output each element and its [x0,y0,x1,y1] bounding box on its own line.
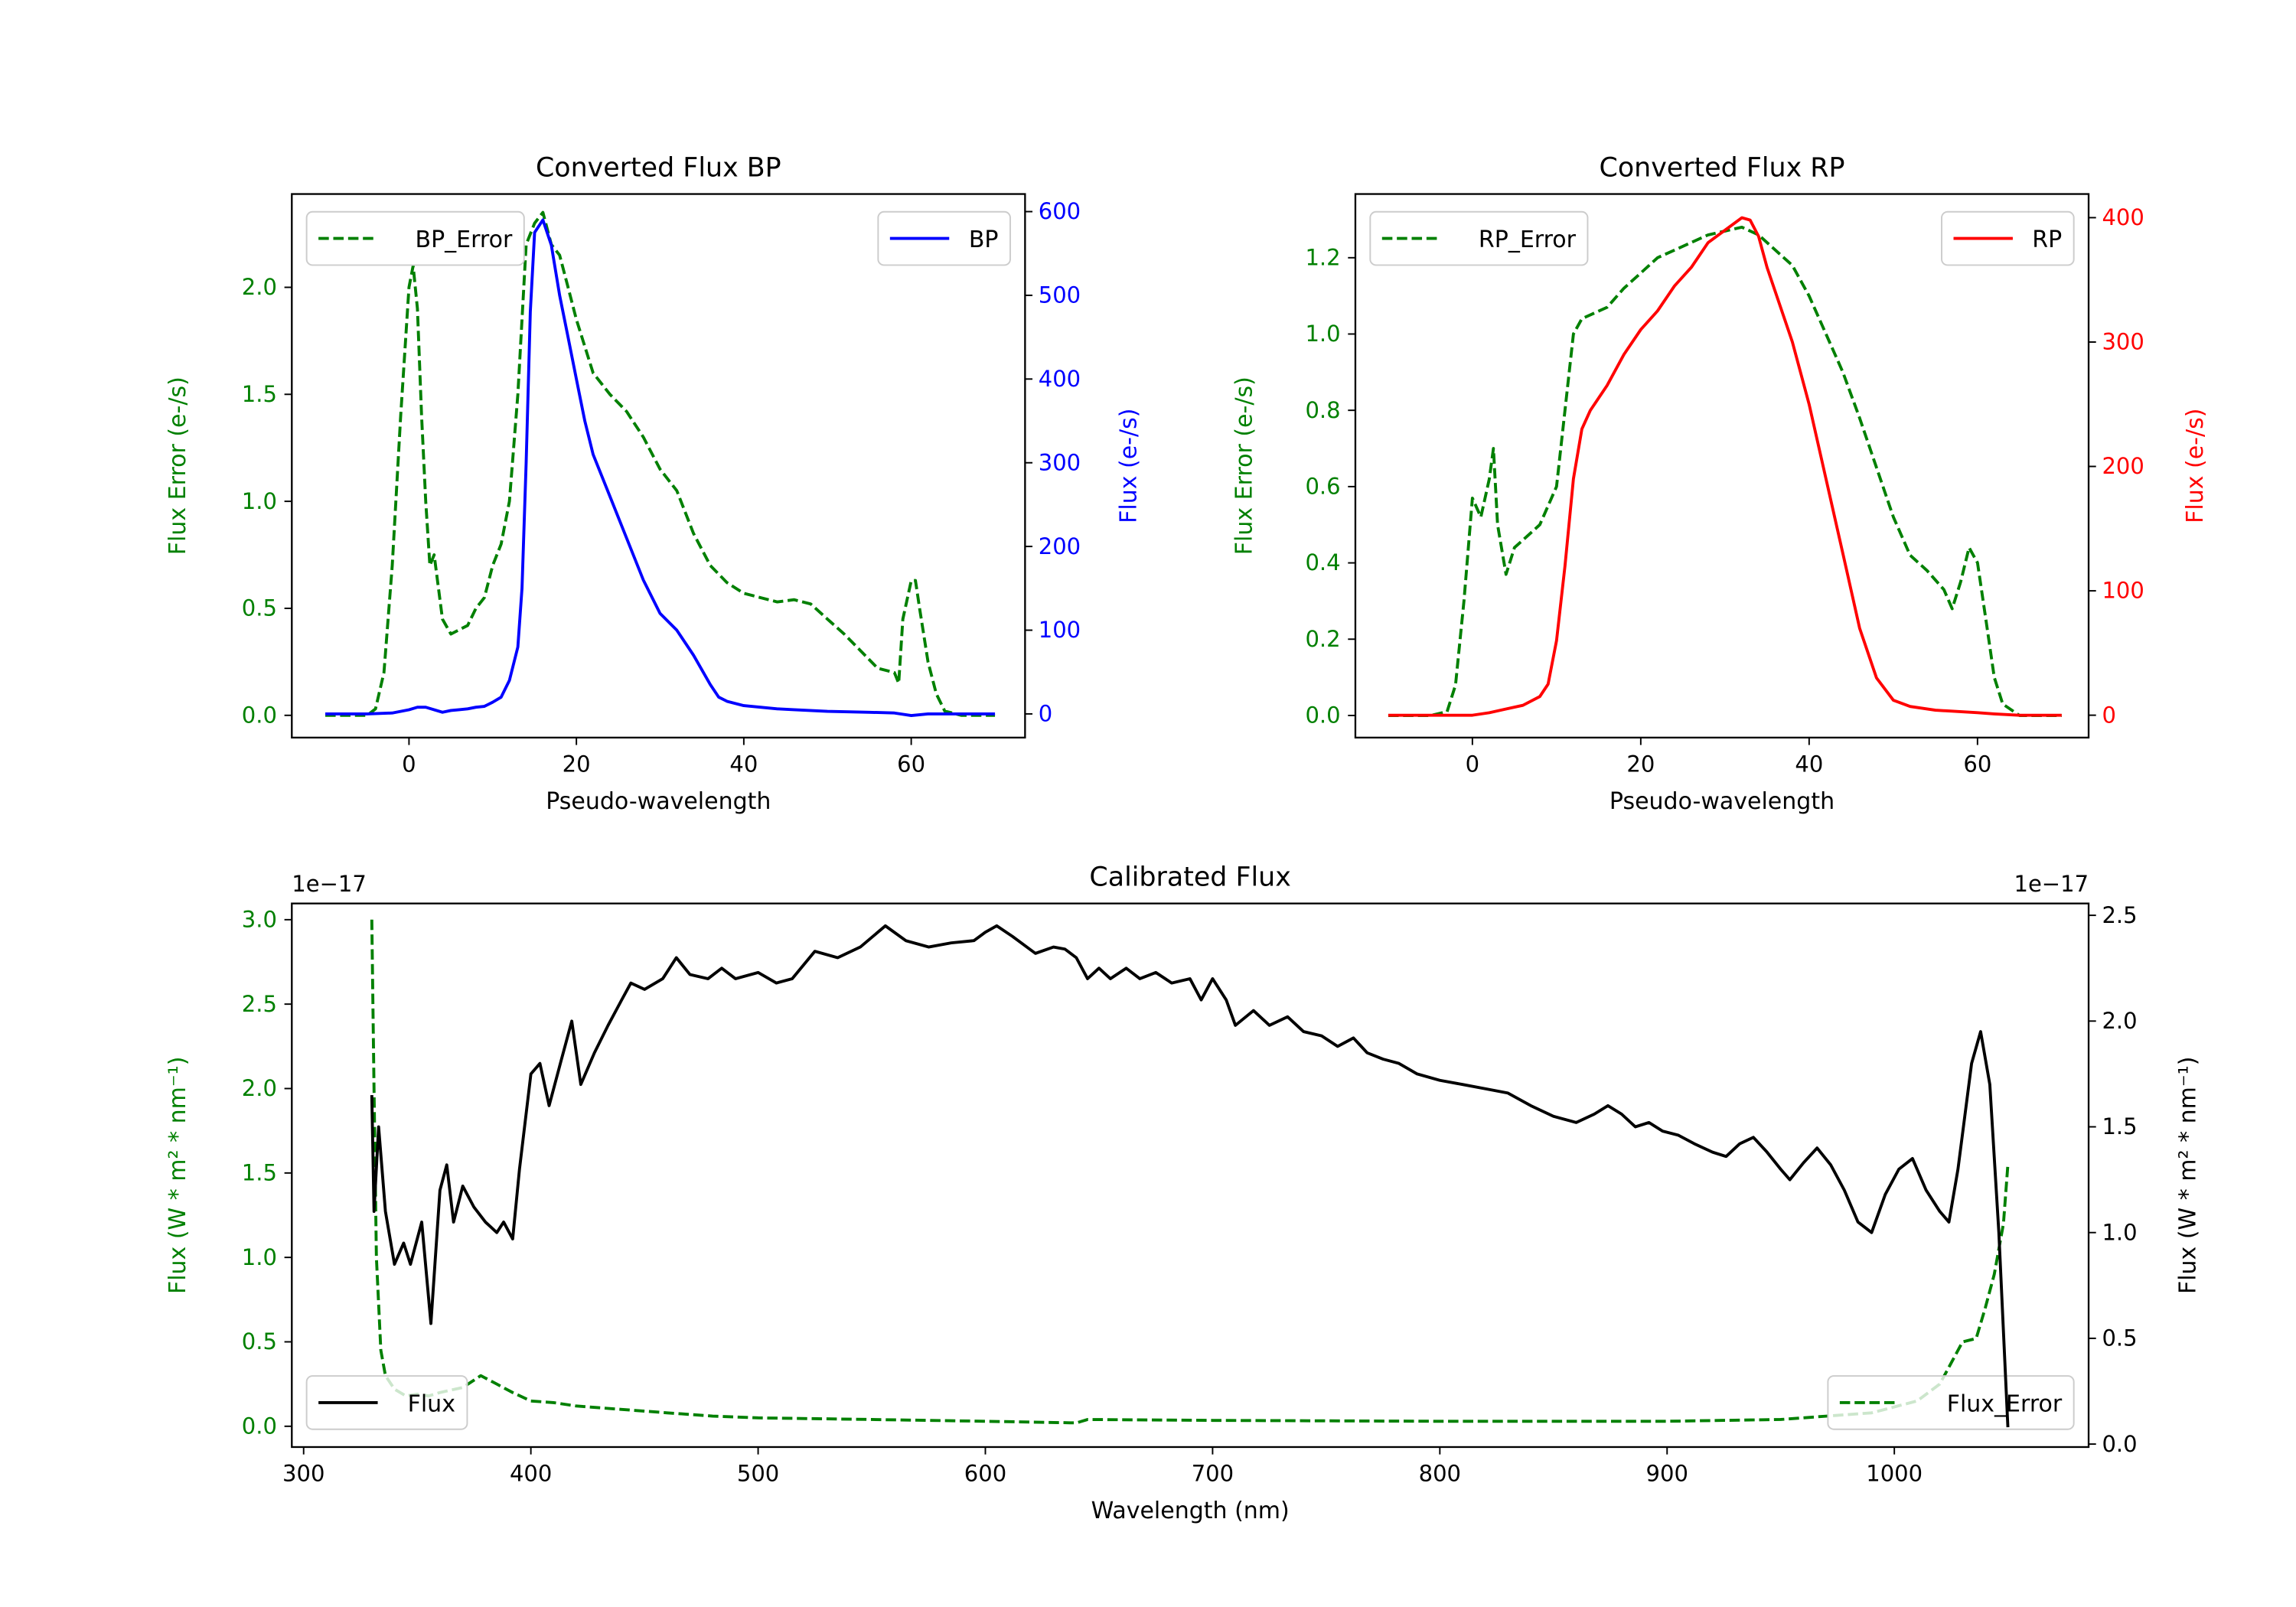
y-left-tick-label: 0.5 [242,595,277,621]
y-left-offset-label: 1e−17 [292,871,367,897]
legend-box [1827,1375,2075,1430]
x-tick-label: 800 [1419,1460,1461,1486]
y-right-axis-label: Flux (e-/s) [1116,409,1143,523]
y-left-tick-label: 1.5 [242,381,277,407]
legend-bp-error: BP_Error [305,210,525,266]
x-tick-label: 40 [729,751,758,777]
y-right-tick-label: 100 [1039,617,1081,643]
y-left-axis-label: Flux Error (e-/s) [165,376,191,555]
legend-label: BP [969,227,999,253]
axes-frame [291,193,1026,739]
y-left-tick-label: 2.5 [242,991,277,1017]
y-right-axis-label: Flux (e-/s) [2182,409,2209,523]
y-left-tick-label: 0.2 [1305,626,1340,652]
x-tick-label: 60 [897,751,925,777]
y-right-tick-label: 300 [2102,329,2144,355]
legend-flux: Flux [305,1375,468,1430]
y-right-tick-label: 100 [2102,578,2144,604]
x-tick-label: 400 [510,1460,552,1486]
series-line-rp-error [1388,225,2062,717]
x-tick-label: 600 [964,1460,1006,1486]
axes-frame [291,902,2090,1449]
y-left-tick-label: 0.4 [1305,549,1340,575]
y-right-tick-label: 400 [1039,366,1081,392]
legend-label: Flux_Error [1947,1391,2063,1418]
axes-frame [1354,193,2090,739]
y-left-tick-label: 0.8 [1305,397,1340,423]
y-left-tick-label: 2.0 [242,274,277,300]
chart-title: Converted Flux RP [1600,152,1845,183]
y-left-tick-label: 0.0 [242,702,277,728]
y-right-axis-label: Flux (W * m² * nm⁻¹) [2174,1057,2201,1294]
y-right-tick-label: 200 [2102,453,2144,479]
series-line-flux-error [370,919,2010,1425]
y-left-tick-label: 1.5 [242,1160,277,1186]
x-axis-label: Wavelength (nm) [1091,1498,1290,1524]
y-left-tick-label: 2.0 [242,1075,277,1101]
y-right-tick-label: 200 [1039,533,1081,559]
x-tick-label: 1000 [1866,1460,1923,1486]
y-left-tick-label: 3.0 [242,907,277,933]
y-left-tick-label: 1.0 [242,1244,277,1270]
x-tick-label: 300 [282,1460,325,1486]
legend-bp: BP [877,210,1011,266]
chart-title: Calibrated Flux [1089,862,1290,892]
cal-chart: Calibrated Flux 300 400 500 600 700 800 900 1000… [165,862,2201,1524]
y-right-tick-label: 0 [1039,701,1052,727]
y-right-tick-label: 1.0 [2102,1219,2137,1245]
y-right-tick-label: 400 [2102,204,2144,230]
y-right-tick-label: 1.5 [2102,1113,2137,1139]
series-line-bp [325,218,996,717]
x-tick-label: 900 [1646,1460,1688,1486]
y-left-tick-label: 0.6 [1305,474,1340,500]
y-right-offset-label: 1e−17 [2014,871,2089,897]
y-left-axis-label: Flux (W * m² * nm⁻¹) [165,1057,191,1294]
x-axis-label: Pseudo-wavelength [1609,788,1835,815]
y-left-tick-label: 1.0 [1305,321,1340,347]
series-line-bp-error [325,210,996,717]
legend-box [305,210,525,266]
x-tick-label: 20 [563,751,591,777]
legend-rp-error: RP_Error [1369,210,1589,266]
legend-box [305,1375,468,1430]
y-right-tick-label: 2.5 [2102,902,2137,928]
y-left-tick-label: 1.2 [1305,244,1340,270]
y-left-axis-label: Flux Error (e-/s) [1231,376,1257,555]
x-tick-label: 40 [1795,751,1823,777]
series-line-flux [370,924,2010,1428]
bp-chart: Converted Flux BP 0 20 40 60 Pseudo-wavelengt… [165,152,1143,814]
y-right-tick-label: 0.5 [2102,1325,2137,1351]
y-right-tick-label: 0 [2102,702,2115,728]
legend-label: BP_Error [415,227,512,253]
x-tick-label: 60 [1963,751,1991,777]
y-right-tick-label: 600 [1039,198,1081,224]
x-tick-label: 500 [737,1460,779,1486]
legend-label: RP_Error [1479,227,1577,253]
series-line-rp [1388,216,2062,717]
legend-box [1369,210,1589,266]
y-left-tick-label: 1.0 [242,488,277,514]
x-tick-label: 20 [1626,751,1655,777]
y-right-tick-label: 300 [1039,449,1081,475]
y-right-tick-label: 0.0 [2102,1431,2137,1457]
x-tick-label: 700 [1192,1460,1234,1486]
legend-rp: RP [1941,210,2075,266]
y-left-tick-label: 0.0 [242,1413,277,1439]
legend-flux-error: Flux_Error [1827,1375,2075,1430]
chart-title: Converted Flux BP [536,152,781,183]
legend-label: Flux [408,1391,455,1418]
x-tick-label: 0 [402,751,416,777]
y-right-tick-label: 500 [1039,282,1081,308]
y-right-tick-label: 2.0 [2102,1008,2137,1034]
y-left-tick-label: 0.0 [1305,702,1340,729]
y-left-tick-label: 0.5 [242,1328,277,1354]
legend-label: RP [2032,227,2062,253]
x-axis-label: Pseudo-wavelength [546,788,771,815]
rp-chart: Converted Flux RP 0 20 40 60 Pseudo-wavelengt… [1231,152,2209,814]
x-tick-label: 0 [1466,751,1479,777]
